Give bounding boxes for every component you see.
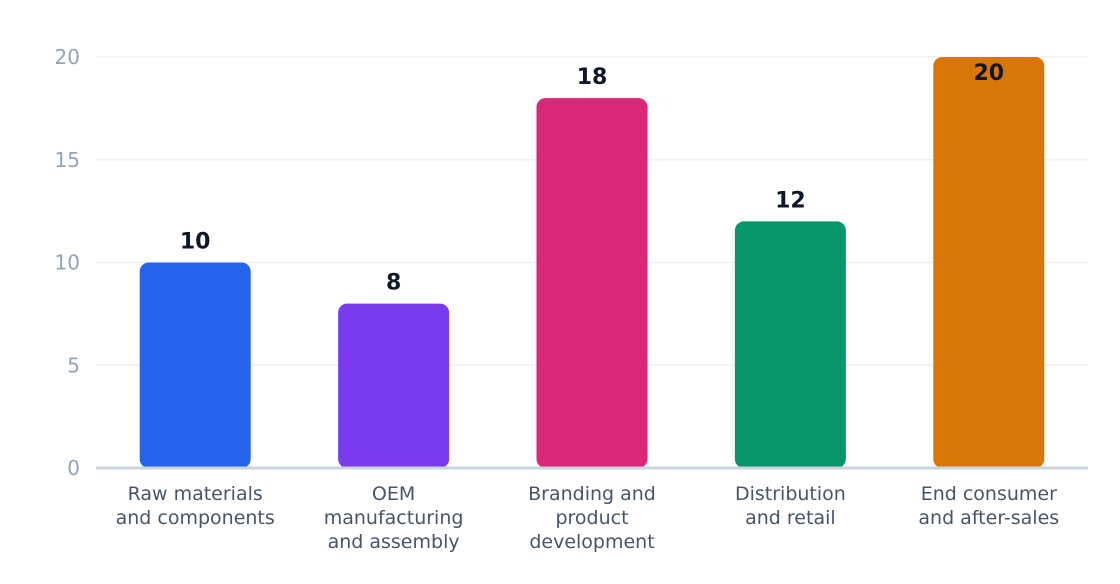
bar	[933, 57, 1045, 468]
data-label: 20	[973, 61, 1004, 86]
bar	[338, 303, 450, 468]
bar	[139, 262, 251, 468]
x-category-label: Branding and product development	[528, 483, 656, 553]
x-axis-labels: Raw materials and components OEM manufactur…	[116, 483, 1060, 553]
x-category-label: Raw materials and components	[116, 483, 275, 529]
y-tick-label: 5	[67, 353, 80, 377]
y-tick-label: 20	[55, 45, 80, 69]
bar	[734, 221, 846, 468]
x-category-label: Distribution and retail	[735, 483, 846, 529]
x-category-label: End consumer and after-sales	[918, 483, 1059, 529]
data-label: 10	[180, 230, 211, 255]
y-axis-ticks: 0 5 10 15 20	[55, 45, 80, 480]
data-label: 8	[386, 271, 401, 296]
y-tick-label: 10	[55, 251, 80, 275]
bars	[139, 57, 1045, 468]
data-label: 12	[775, 188, 806, 213]
y-tick-label: 15	[55, 148, 80, 172]
data-label: 18	[577, 65, 608, 90]
data-labels: 10 8 18 12 20	[180, 61, 1004, 296]
y-tick-label: 0	[67, 456, 80, 480]
x-category-label: OEM manufacturing and assembly	[324, 483, 464, 553]
bar	[536, 98, 648, 468]
